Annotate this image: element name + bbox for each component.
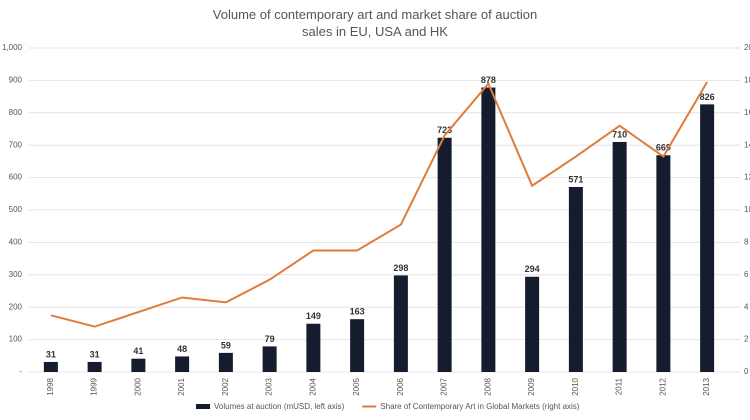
data-label: 298 [393, 263, 408, 273]
x-tick-label: 2002 [221, 377, 230, 395]
bar [481, 87, 496, 372]
y-tick-label: 200 [9, 302, 23, 311]
bar [262, 346, 277, 372]
x-tick-label: 2013 [702, 377, 711, 395]
legend-label: Share of Contemporary Art in Global Mark… [380, 402, 580, 411]
data-label: 31 [46, 349, 56, 359]
y2-tick-label: 8 [744, 238, 749, 247]
bar [350, 319, 365, 372]
data-label: 41 [133, 346, 143, 356]
y-tick-label: 800 [9, 108, 23, 117]
y2-tick-label: 12 [744, 173, 750, 182]
bar [525, 276, 540, 372]
x-tick-label: 2011 [615, 377, 624, 395]
x-tick-label: 2012 [658, 377, 667, 395]
x-tick-label: 2010 [571, 377, 580, 395]
x-tick-label: 2000 [133, 377, 142, 395]
chart-title: Volume of contemporary art and market sh… [212, 7, 538, 39]
bar [43, 361, 58, 372]
y2-tick-label: 16 [744, 108, 750, 117]
data-label: 710 [612, 129, 627, 139]
bar [218, 352, 233, 372]
line [50, 81, 708, 328]
bar [131, 358, 146, 372]
x-tick-label: 2006 [396, 377, 405, 395]
y2-tick-label: 18 [744, 76, 750, 85]
bar [568, 186, 583, 372]
x-tick-label: 2008 [483, 377, 492, 395]
data-label: 79 [265, 334, 275, 344]
x-tick-label: 2007 [440, 377, 449, 395]
y2-tick-label: 20 [744, 43, 750, 52]
data-label: 723 [437, 125, 452, 135]
y-tick-label: 400 [9, 238, 23, 247]
y2-tick-label: 0 [744, 367, 749, 376]
data-label: 294 [525, 264, 540, 274]
x-tick-label: 2001 [177, 377, 186, 395]
x-tick-label: 2009 [527, 377, 536, 395]
bar [306, 323, 321, 372]
y2-tick-label: 10 [744, 205, 750, 214]
bar [700, 104, 715, 372]
y-tick-label: 1,000 [2, 43, 23, 52]
bar [437, 137, 452, 372]
data-label: 31 [90, 349, 100, 359]
y-tick-label: 500 [9, 205, 23, 214]
bar [87, 361, 102, 372]
x-tick-label: 2005 [352, 377, 361, 395]
y-tick-label: 700 [9, 140, 23, 149]
data-label: 149 [306, 311, 321, 321]
data-label: 59 [221, 340, 231, 350]
x-tick-label: 2004 [308, 377, 317, 395]
x-tick-label: 2003 [265, 377, 274, 395]
y2-tick-label: 2 [744, 335, 749, 344]
data-label: 826 [700, 92, 715, 102]
bar [656, 155, 671, 372]
x-tick-label: 1999 [90, 377, 99, 395]
y-tick-label: 300 [9, 270, 23, 279]
y2-tick-label: 4 [744, 302, 749, 311]
data-label: 878 [481, 75, 496, 85]
y-tick-label: - [19, 367, 22, 376]
y2-tick-label: 14 [744, 140, 750, 149]
bar [175, 356, 190, 372]
data-label: 163 [350, 307, 365, 317]
y-tick-label: 600 [9, 173, 23, 182]
data-label: 669 [656, 143, 671, 153]
legend-label: Volumes at auction (mUSD, left axis) [214, 402, 345, 411]
bar [612, 141, 627, 372]
y2-tick-label: 6 [744, 270, 749, 279]
data-label: 571 [568, 174, 583, 184]
x-tick-label: 1998 [46, 377, 55, 395]
legend-swatch [196, 404, 210, 409]
y-tick-label: 900 [9, 76, 23, 85]
data-label: 48 [177, 344, 187, 354]
bar [393, 275, 408, 372]
y-tick-label: 100 [9, 335, 23, 344]
